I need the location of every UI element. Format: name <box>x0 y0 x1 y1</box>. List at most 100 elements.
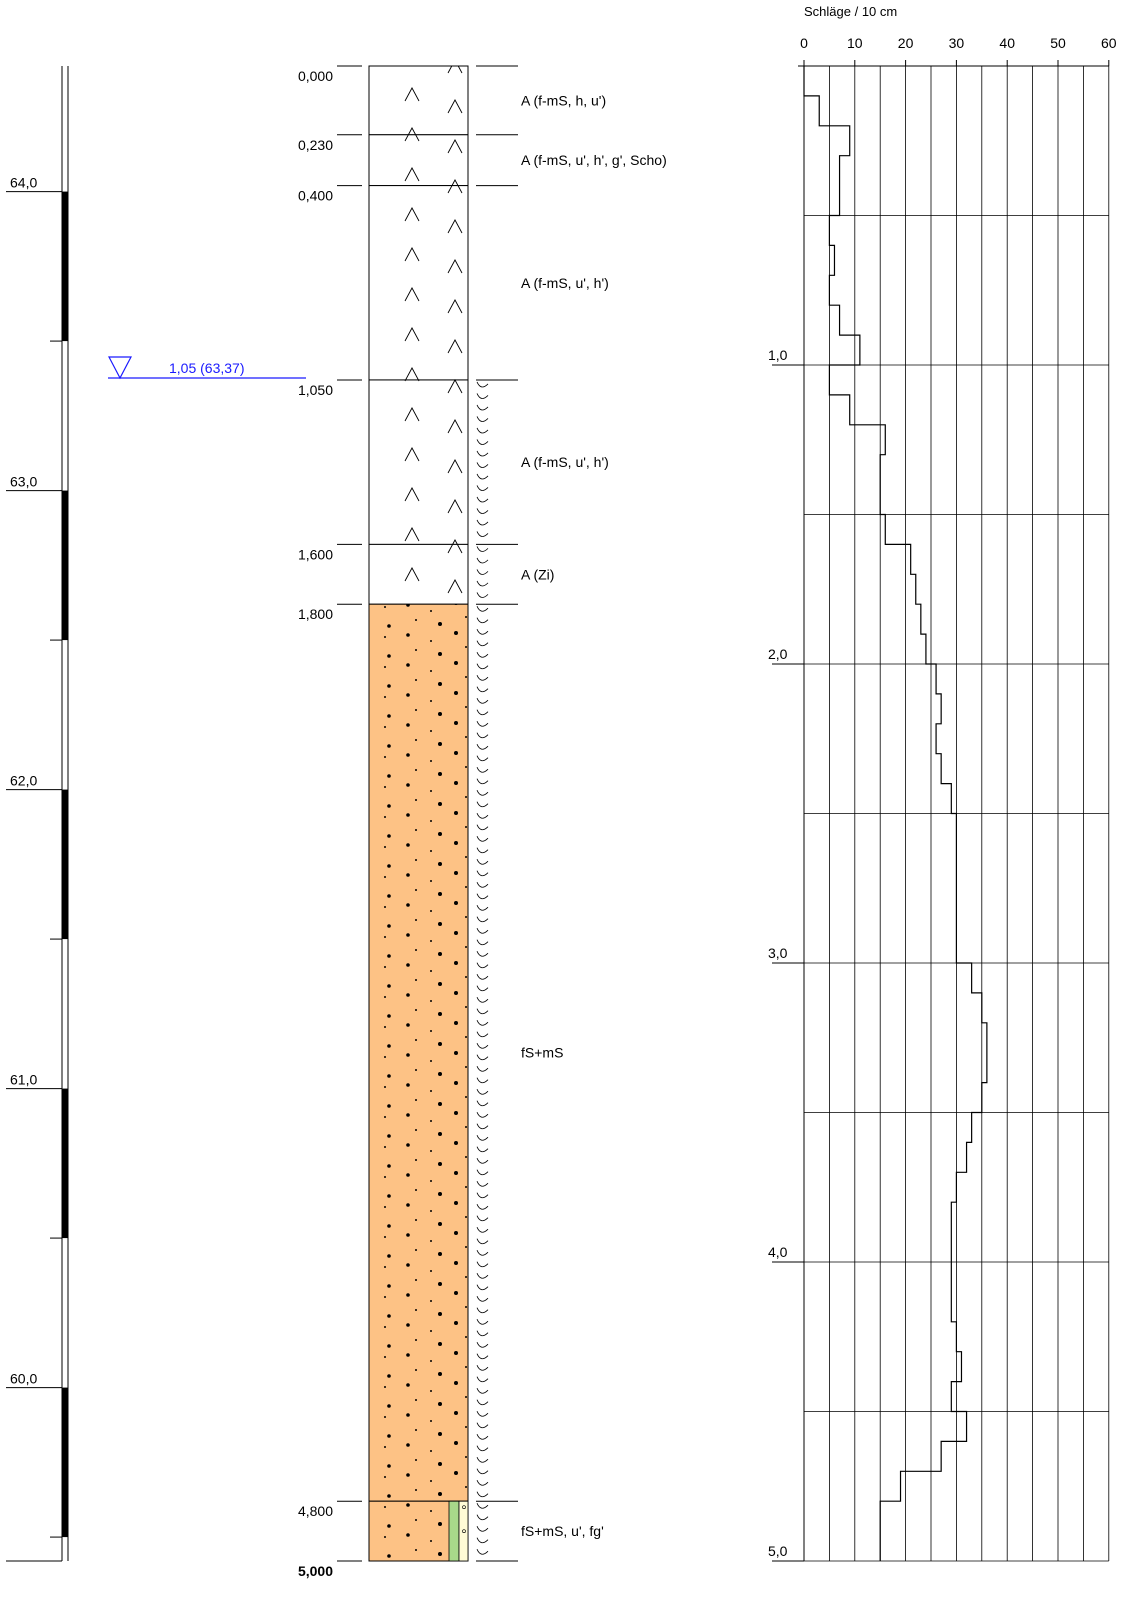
wet-symbol-icon <box>476 531 489 537</box>
scale-bar <box>62 490 68 641</box>
layer-description: A (f-mS, h, u') <box>521 92 606 108</box>
wet-symbol-icon <box>476 1273 489 1279</box>
wet-symbol-icon <box>476 1123 489 1130</box>
wet-symbol-icon <box>476 962 489 969</box>
wet-symbol-icon <box>476 1388 489 1394</box>
wet-symbol-icon <box>476 1204 489 1210</box>
wet-symbol-icon <box>476 732 489 739</box>
wet-symbol-icon <box>476 1549 489 1555</box>
wet-symbol-icon <box>476 824 489 831</box>
wet-symbol-icon <box>476 939 489 946</box>
layer-description: fS+mS <box>521 1045 563 1061</box>
wet-symbol-icon <box>476 1342 489 1348</box>
scale-bar <box>62 789 68 940</box>
layer-description: fS+mS, u', fg' <box>521 1523 604 1539</box>
wet-symbol-icon <box>476 557 489 564</box>
wet-symbol-icon <box>476 1031 489 1038</box>
wet-symbol-icon <box>476 381 489 388</box>
wet-symbol-icon <box>476 1296 489 1302</box>
chart-y-tick-label: 2,0 <box>768 646 788 662</box>
wet-symbol-icon <box>476 439 489 445</box>
wet-symbol-icon <box>476 893 489 900</box>
wet-symbol-icon <box>476 606 489 612</box>
wet-symbol-icon <box>476 1503 489 1509</box>
groundwater-marker: 1,05 (63,37) <box>108 356 306 380</box>
gravel-icon <box>462 1529 466 1533</box>
wet-symbol-icon <box>476 1514 489 1521</box>
wet-symbol-icon <box>476 1353 489 1360</box>
scale-bar <box>62 1387 68 1538</box>
wet-symbol-icon <box>476 1422 489 1429</box>
wet-symbol-icon <box>476 1066 489 1072</box>
wet-symbol-icon <box>476 985 489 992</box>
wet-symbol-icon <box>476 1526 489 1532</box>
depth-label: 1,050 <box>298 382 333 398</box>
scale-label: 60,0 <box>10 1371 37 1387</box>
wet-symbol-icon <box>476 916 489 923</box>
wet-symbol-icon <box>476 767 489 773</box>
wet-symbol-icon <box>476 1158 489 1164</box>
boring-column: A (f-mS, h, u') A (f-mS, u', h', g', Scho… <box>298 65 667 1579</box>
wet-symbol-icon <box>476 1537 489 1544</box>
wet-symbol-icon <box>476 1227 489 1233</box>
chart-y-tick-label: 5,0 <box>768 1543 788 1559</box>
depth-label: 5,000 <box>298 1563 333 1579</box>
layer-pattern <box>369 66 468 135</box>
wet-symbol-icon <box>476 698 489 704</box>
wet-symbol-icon <box>476 859 489 865</box>
layer-pattern <box>369 544 468 605</box>
wet-symbol-icon <box>476 1468 489 1475</box>
wet-symbol-icon <box>476 1181 489 1187</box>
wet-symbol-icon <box>476 1192 489 1199</box>
depth-label: 4,800 <box>298 1503 333 1519</box>
scale-label: 61,0 <box>10 1072 37 1088</box>
wet-symbol-icon <box>476 1284 489 1291</box>
wet-symbol-icon <box>476 496 489 503</box>
layer-description: A (Zi) <box>521 566 554 582</box>
depth-label: 1,600 <box>298 546 333 562</box>
wet-symbol-icon <box>476 473 489 480</box>
layer-description: A (f-mS, u', h', g', Scho) <box>521 152 667 168</box>
wet-symbol-icon <box>476 1250 489 1256</box>
gravel-icon <box>462 1505 466 1509</box>
wet-symbol-icon <box>476 974 489 980</box>
wet-symbol-icon <box>476 462 489 468</box>
scale-label: 64,0 <box>10 175 37 191</box>
chart-x-tick-label: 40 <box>999 35 1015 51</box>
depth-label: 1,800 <box>298 606 333 622</box>
wet-symbol-icon <box>476 416 489 422</box>
wet-symbol-icon <box>476 1376 489 1383</box>
wet-symbol-icon <box>476 1434 489 1440</box>
wet-symbol-icon <box>476 652 489 658</box>
wet-symbol-icon <box>476 617 489 624</box>
wet-symbol-icon <box>476 1008 489 1015</box>
layer-pattern <box>369 185 468 380</box>
chart-x-tick-label: 60 <box>1101 35 1117 51</box>
wet-symbol-icon <box>476 836 489 842</box>
groundwater-label: 1,05 (63,37) <box>169 360 245 376</box>
chart-y-tick-label: 4,0 <box>768 1244 788 1260</box>
wet-symbol-icon <box>476 801 489 808</box>
wet-symbol-icon <box>476 592 489 598</box>
wet-symbol-icon <box>476 1330 489 1337</box>
chart-x-tick-label: 30 <box>949 35 965 51</box>
depth-label: 0,400 <box>298 188 333 204</box>
chart-x-tick-label: 50 <box>1050 35 1066 51</box>
wet-symbol-icon <box>476 404 489 411</box>
wet-symbol-icon <box>476 1399 489 1406</box>
layer-pattern <box>369 379 468 545</box>
wet-symbol-icon <box>476 1020 489 1026</box>
wet-symbol-icon <box>476 813 489 819</box>
wet-symbol-icon <box>476 951 489 957</box>
wet-symbol-icon <box>476 450 489 457</box>
wet-symbol-icon <box>476 485 489 491</box>
wet-symbol-icon <box>476 1077 489 1084</box>
layer-description: A (f-mS, u', h') <box>521 454 609 470</box>
wet-symbol-icon <box>476 1411 489 1417</box>
wet-symbol-icon <box>476 580 489 587</box>
layer-description: A (f-mS, u', h') <box>521 275 609 291</box>
wet-symbol-icon <box>476 519 489 526</box>
chart-y-tick-label: 3,0 <box>768 945 788 961</box>
wet-symbol-icon <box>476 709 489 716</box>
